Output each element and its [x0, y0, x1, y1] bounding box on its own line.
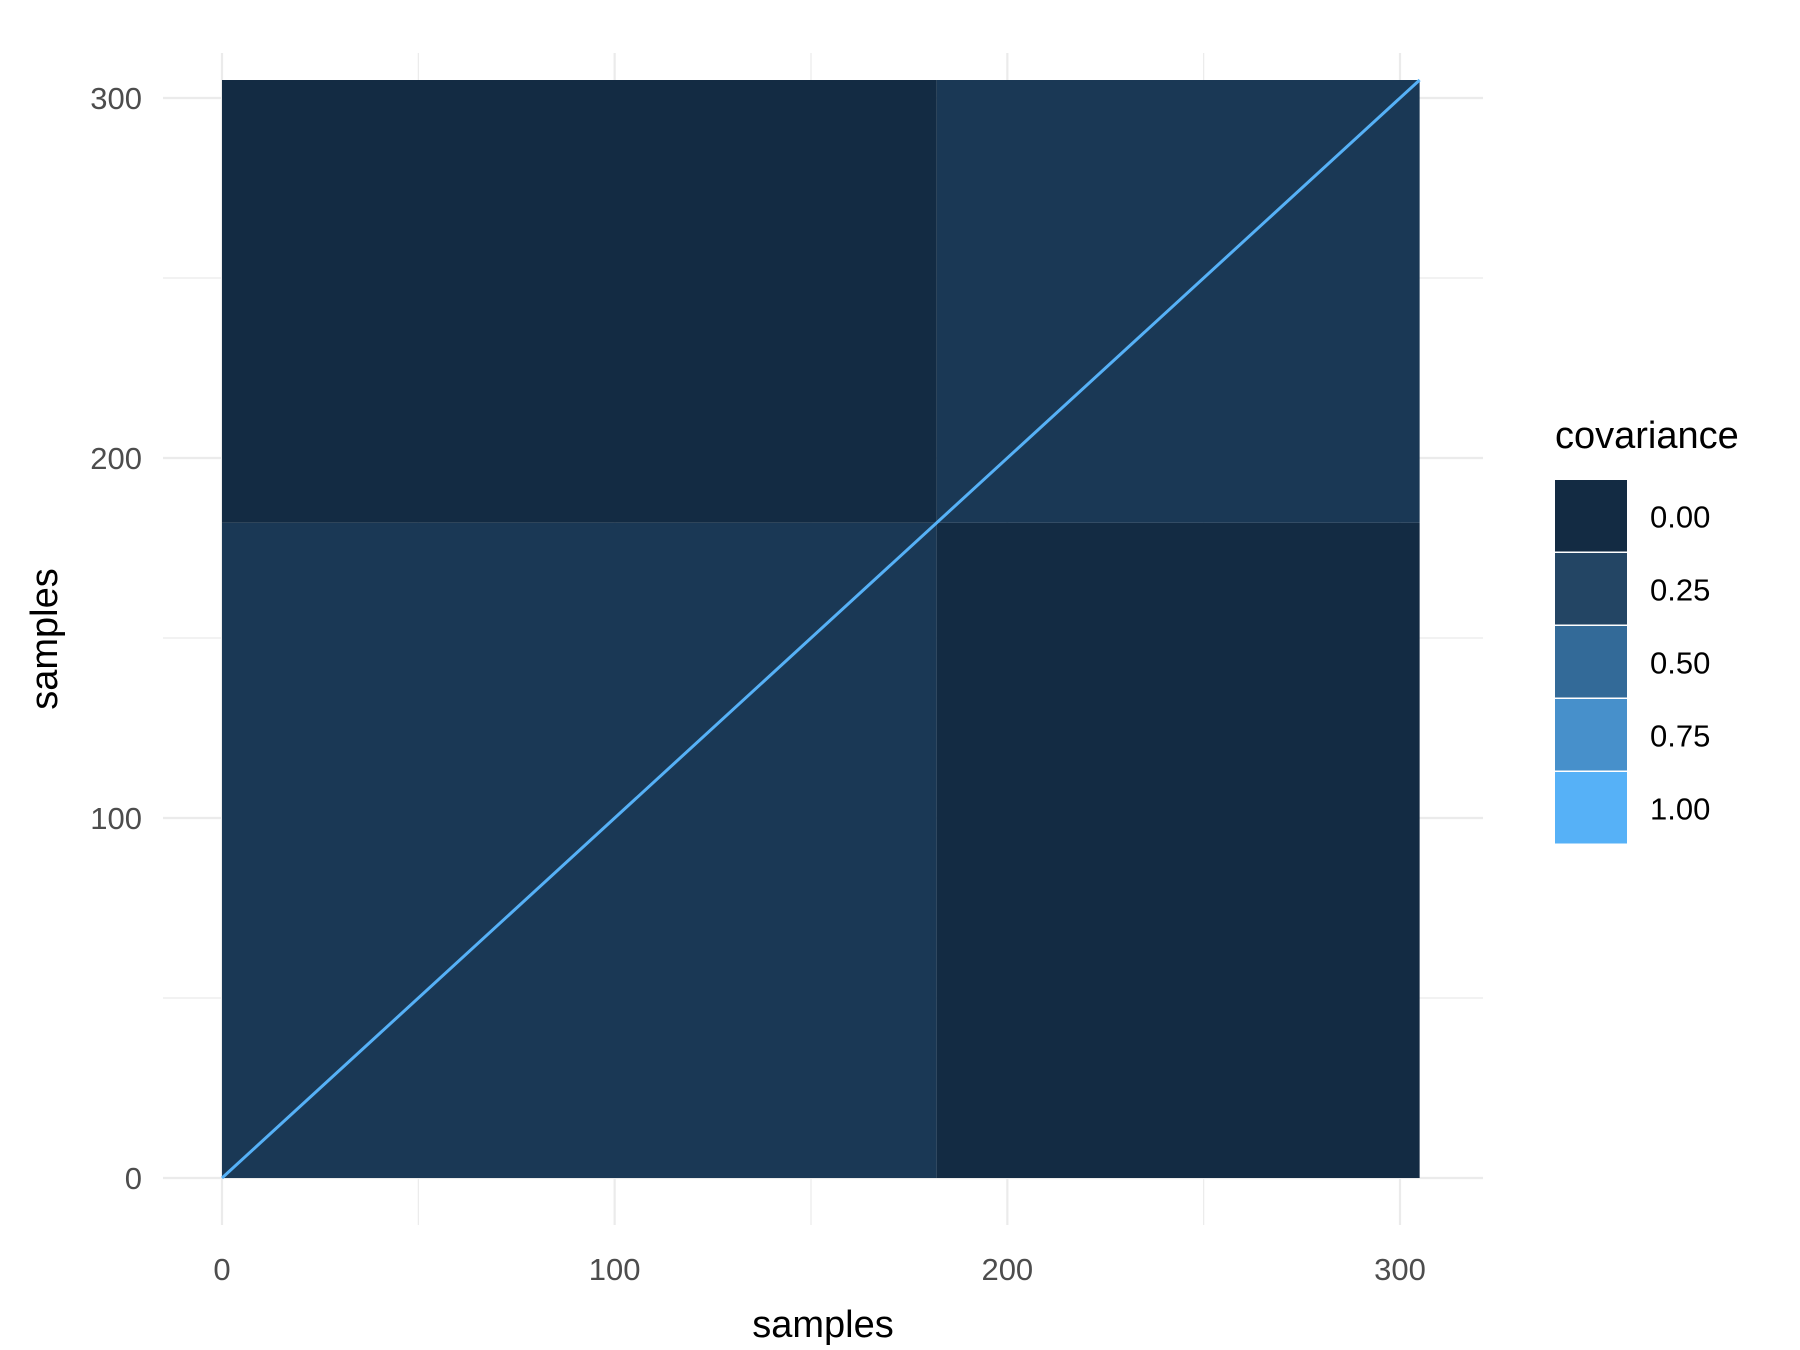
axis-ticks: 0 100 200 300 0 100 200 300: [90, 81, 1426, 1287]
legend-label: 1.00: [1650, 792, 1710, 827]
y-tick-label: 0: [125, 1161, 142, 1196]
heatmap-tiles: [220, 78, 1421, 1180]
legend-label: 0.00: [1650, 500, 1710, 535]
legend-key: [1555, 699, 1627, 771]
y-tick-label: 200: [90, 441, 142, 476]
legend-key: [1555, 553, 1627, 625]
x-tick-label: 300: [1374, 1252, 1426, 1287]
y-tick-label: 100: [90, 801, 142, 836]
legend-title: covariance: [1555, 415, 1739, 457]
y-tick-label: 300: [90, 81, 142, 116]
diagonal-cells: [220, 78, 1421, 1180]
legend-label: 0.75: [1650, 719, 1710, 754]
x-tick-label: 100: [589, 1252, 641, 1287]
heatmap-block: [222, 80, 937, 523]
legend-key: [1555, 772, 1627, 844]
legend: covariance 0.00 0.25 0.50 0.75 1.00: [1555, 415, 1739, 844]
x-axis-title: samples: [752, 1304, 894, 1346]
legend-key: [1555, 480, 1627, 552]
x-tick-label: 200: [981, 1252, 1033, 1287]
legend-key: [1555, 626, 1627, 698]
x-tick-label: 0: [213, 1252, 230, 1287]
legend-label: 0.50: [1650, 646, 1710, 681]
legend-label: 0.25: [1650, 573, 1710, 608]
y-axis-title: samples: [24, 568, 66, 710]
heatmap-block: [936, 522, 1420, 1178]
